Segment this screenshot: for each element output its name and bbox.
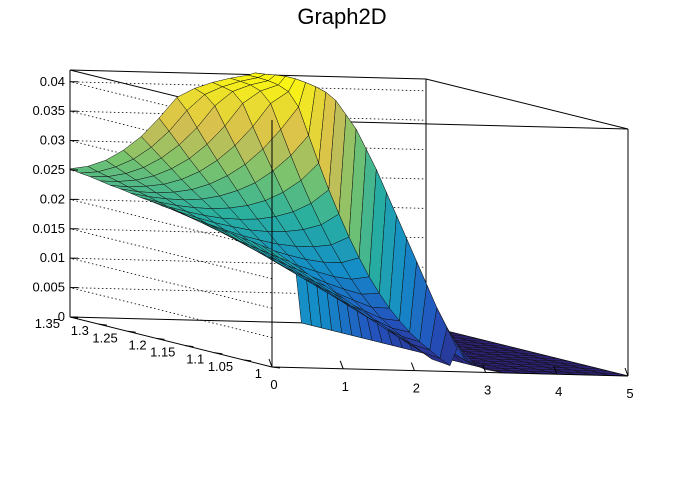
y-tick bbox=[214, 352, 223, 355]
x-tick-label: 3 bbox=[484, 382, 491, 397]
box-edge bbox=[69, 69, 427, 80]
y-tick-label: 1.25 bbox=[92, 330, 117, 345]
x-tick-label: 1 bbox=[342, 379, 349, 394]
z-tick-label: 0.04 bbox=[40, 74, 65, 89]
y-tick bbox=[127, 330, 136, 333]
y-tick bbox=[98, 323, 107, 326]
box-edge bbox=[425, 78, 629, 130]
x-tick-label: 5 bbox=[626, 386, 633, 401]
z-tick-label: 0.005 bbox=[32, 280, 65, 295]
surface-cell bbox=[261, 245, 290, 262]
y-tick-label: 1.05 bbox=[208, 359, 233, 374]
x-tick bbox=[624, 367, 629, 377]
z-tick-label: 0.01 bbox=[40, 250, 65, 265]
x-tick bbox=[268, 358, 273, 368]
x-tick bbox=[482, 364, 487, 373]
x-tick-label: 0 bbox=[270, 377, 277, 392]
z-tick-label: 0.03 bbox=[40, 133, 65, 148]
surface-mesh bbox=[69, 72, 629, 377]
y-tick-label: 1.2 bbox=[128, 337, 146, 352]
z-tick-label: 0 bbox=[58, 309, 65, 324]
z-tick-label: 0.015 bbox=[32, 221, 65, 236]
y-tick-label: 1.35 bbox=[35, 316, 60, 331]
x-tick-label: 2 bbox=[413, 381, 420, 396]
chart-title: Graph2D bbox=[297, 4, 386, 29]
y-tick bbox=[271, 366, 281, 369]
y-tick bbox=[156, 337, 165, 340]
y-tick-label: 1 bbox=[255, 366, 262, 381]
y-tick bbox=[185, 345, 194, 348]
y-tick-label: 1.15 bbox=[150, 345, 175, 360]
y-tick-label: 1.3 bbox=[71, 323, 89, 338]
z-tick-label: 0.02 bbox=[40, 191, 65, 206]
z-tick-label: 0.025 bbox=[32, 162, 65, 177]
z-tick-label: 0.035 bbox=[32, 103, 65, 118]
y-axis-line bbox=[69, 316, 273, 368]
x-tick bbox=[553, 366, 558, 375]
x-tick bbox=[410, 362, 415, 371]
y-tick-label: 1.1 bbox=[186, 352, 204, 367]
axis-tick-labels: 0 0.005 0.01 0.015 0.02 0.025 0.03 0.035 0.04 1 1.… bbox=[32, 74, 633, 401]
y-tick bbox=[69, 316, 79, 319]
x-tick-label: 4 bbox=[555, 384, 562, 399]
x-tick bbox=[339, 360, 344, 369]
axis-box-front bbox=[69, 70, 629, 377]
axis-ticks bbox=[69, 81, 629, 377]
y-tick bbox=[243, 359, 252, 362]
x-axis-line bbox=[271, 366, 629, 377]
